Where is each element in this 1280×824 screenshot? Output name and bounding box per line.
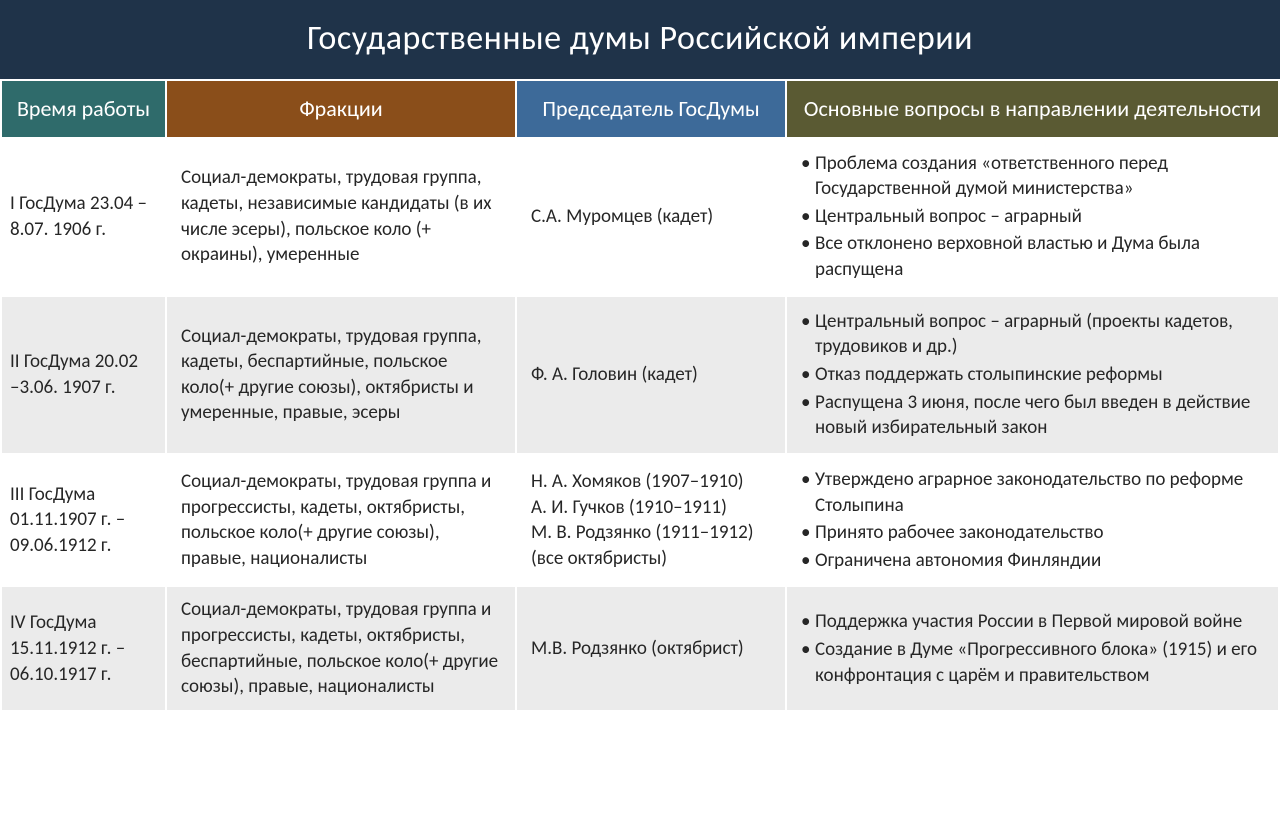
issues-item: Утверждено аграрное законодательство по … [801, 467, 1264, 518]
col-header-chairman: Председатель ГосДумы [516, 80, 786, 138]
table-row: III ГосДума 01.11.1907 г. – 09.06.1912 г… [1, 454, 1279, 587]
col-header-time: Время работы [1, 80, 166, 138]
cell-chairman: Н. А. Хомяков (1907–1910)А. И. Гучков (1… [516, 454, 786, 587]
issues-item: Поддержка участия России в Первой мирово… [801, 609, 1264, 635]
col-header-issues: Основные вопросы в направлении деятельно… [786, 80, 1279, 138]
cell-issues: Поддержка участия России в Первой мирово… [786, 586, 1279, 711]
table-header-row: Время работы Фракции Председатель ГосДум… [1, 80, 1279, 138]
issues-item: Ограничена автономия Финляндии [801, 548, 1264, 574]
slide-title: Государственные думы Российской империи [0, 0, 1280, 79]
cell-chairman: Ф. А. Головин (кадет) [516, 296, 786, 454]
issues-item: Проблема создания «ответственного перед … [801, 151, 1264, 202]
cell-factions: Социал-демократы, трудовая группа и прог… [166, 586, 516, 711]
issues-item: Распущена 3 июня, после чего был введен … [801, 390, 1264, 441]
cell-issues: Утверждено аграрное законодательство по … [786, 454, 1279, 587]
issues-item: Центральный вопрос – аграрный [801, 204, 1264, 230]
issues-list: Утверждено аграрное законодательство по … [801, 467, 1264, 574]
issues-list: Поддержка участия России в Первой мирово… [801, 609, 1264, 688]
table-row: IV ГосДума 15.11.1912 г. – 06.10.1917 г.… [1, 586, 1279, 711]
issues-item: Все отклонено верховной властью и Дума б… [801, 231, 1264, 282]
cell-time: IV ГосДума 15.11.1912 г. – 06.10.1917 г. [1, 586, 166, 711]
cell-issues: Проблема создания «ответственного перед … [786, 138, 1279, 296]
cell-factions: Социал-демократы, трудовая группа и прог… [166, 454, 516, 587]
issues-item: Центральный вопрос – аграрный (проекты к… [801, 309, 1264, 360]
table-row: I ГосДума 23.04 –8.07. 1906 г.Социал-дем… [1, 138, 1279, 296]
dumas-table: Время работы Фракции Председатель ГосДум… [0, 79, 1280, 712]
table-body: I ГосДума 23.04 –8.07. 1906 г.Социал-дем… [1, 138, 1279, 712]
issues-list: Проблема создания «ответственного перед … [801, 151, 1264, 283]
table-row: II ГосДума 20.02 –3.06. 1907 г.Социал-де… [1, 296, 1279, 454]
slide: Государственные думы Российской империи … [0, 0, 1280, 712]
cell-chairman: С.А. Муромцев (кадет) [516, 138, 786, 296]
cell-time: I ГосДума 23.04 –8.07. 1906 г. [1, 138, 166, 296]
cell-factions: Социал-демократы, трудовая группа, кадет… [166, 296, 516, 454]
cell-issues: Центральный вопрос – аграрный (проекты к… [786, 296, 1279, 454]
issues-list: Центральный вопрос – аграрный (проекты к… [801, 309, 1264, 441]
col-header-factions: Фракции [166, 80, 516, 138]
issues-item: Отказ поддержать столыпинские реформы [801, 362, 1264, 388]
issues-item: Создание в Думе «Прогрессивного блока» (… [801, 637, 1264, 688]
cell-factions: Социал-демократы, трудовая группа, кадет… [166, 138, 516, 296]
issues-item: Принято рабочее законодательство [801, 520, 1264, 546]
cell-time: III ГосДума 01.11.1907 г. – 09.06.1912 г… [1, 454, 166, 587]
cell-chairman: М.В. Родзянко (октябрист) [516, 586, 786, 711]
cell-time: II ГосДума 20.02 –3.06. 1907 г. [1, 296, 166, 454]
